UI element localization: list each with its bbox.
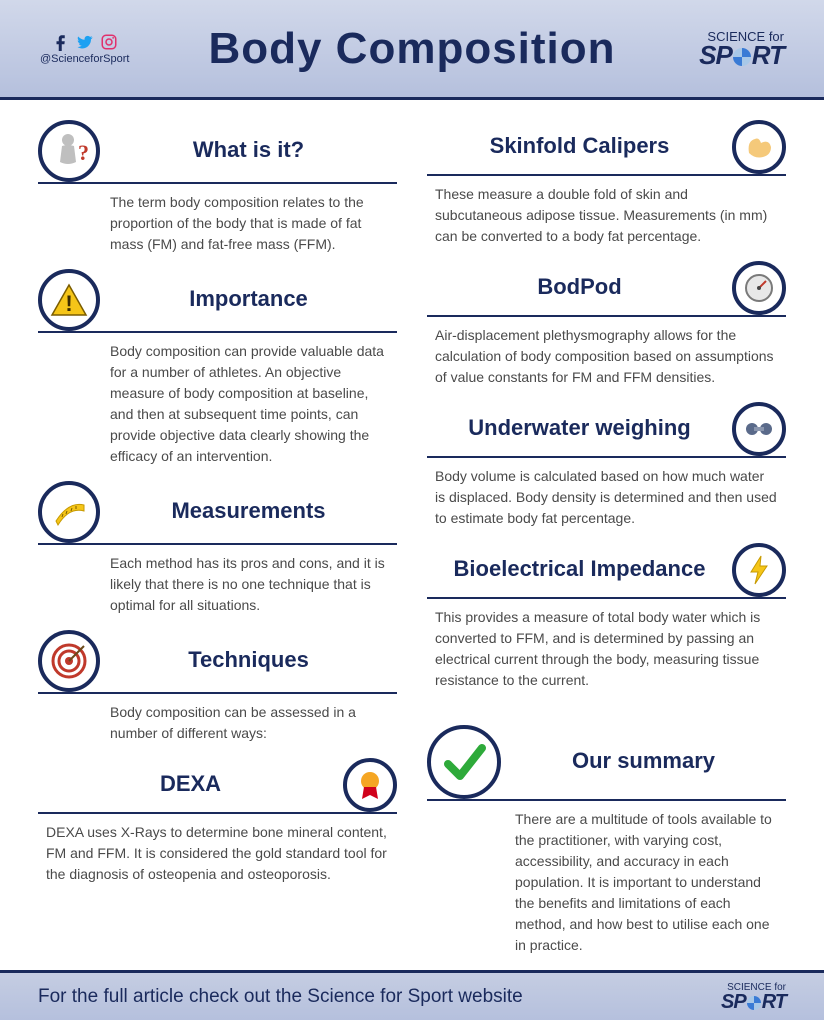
- question-figure-icon: ?: [38, 120, 100, 182]
- section-title: Skinfold Calipers: [427, 133, 732, 159]
- section-bodpod: BodPod Air-displacement plethysmography …: [427, 261, 786, 388]
- dumbbell-icon: [732, 402, 786, 456]
- section-body: Each method has its pros and cons, and i…: [38, 553, 397, 616]
- logo: SCIENCE for SPRT: [699, 29, 784, 67]
- twitter-icon[interactable]: [76, 33, 94, 51]
- section-body: These measure a double fold of skin and …: [427, 184, 786, 247]
- instagram-icon[interactable]: [100, 33, 118, 51]
- lightning-icon: [732, 543, 786, 597]
- footer-logo: SCIENCE for SPRT: [721, 982, 786, 1011]
- section-header: Our summary: [427, 725, 786, 801]
- section-title: Techniques: [100, 647, 397, 673]
- section-body: The term body composition relates to the…: [38, 192, 397, 255]
- social-block: @ScienceforSport: [40, 33, 129, 65]
- header: @ScienceforSport Body Composition SCIENC…: [0, 0, 824, 100]
- page-title: Body Composition: [208, 24, 615, 74]
- section-header: Underwater weighing: [427, 402, 786, 458]
- section-body: There are a multitude of tools available…: [427, 809, 786, 956]
- section-header: Skinfold Calipers: [427, 120, 786, 176]
- logo-line2: SPRT: [699, 44, 784, 67]
- left-column: ? What is it? The term body composition …: [38, 120, 397, 960]
- section-header: DEXA: [38, 758, 397, 814]
- section-title: Bioelectrical Impedance: [427, 556, 732, 582]
- social-icons: [52, 33, 118, 51]
- gauge-icon: [732, 261, 786, 315]
- section-body: Air-displacement plethysmography allows …: [427, 325, 786, 388]
- right-column: Skinfold Calipers These measure a double…: [427, 120, 786, 960]
- section-header: ! Importance: [38, 269, 397, 333]
- section-body: This provides a measure of total body wa…: [427, 607, 786, 691]
- section-title: Measurements: [100, 498, 397, 524]
- section-header: BodPod: [427, 261, 786, 317]
- social-handle: @ScienceforSport: [40, 53, 129, 65]
- section-importance: ! Importance Body composition can provid…: [38, 269, 397, 467]
- svg-text:?: ?: [78, 140, 89, 165]
- section-body: Body composition can be assessed in a nu…: [38, 702, 397, 744]
- section-header: Techniques: [38, 630, 397, 694]
- section-skinfold: Skinfold Calipers These measure a double…: [427, 120, 786, 247]
- section-what-is-it: ? What is it? The term body composition …: [38, 120, 397, 255]
- footer: For the full article check out the Scien…: [0, 970, 824, 1020]
- medal-icon: [343, 758, 397, 812]
- section-body: Body volume is calculated based on how m…: [427, 466, 786, 529]
- svg-text:!: !: [65, 291, 72, 316]
- section-header: ? What is it?: [38, 120, 397, 184]
- section-body: DEXA uses X-Rays to determine bone miner…: [38, 822, 397, 885]
- logo-compass-icon: [747, 996, 761, 1010]
- section-bioimpedance: Bioelectrical Impedance This provides a …: [427, 543, 786, 691]
- logo-compass-icon: [733, 48, 751, 66]
- section-techniques: Techniques Body composition can be asses…: [38, 630, 397, 744]
- warning-triangle-icon: !: [38, 269, 100, 331]
- tape-measure-icon: [38, 481, 100, 543]
- target-icon: [38, 630, 100, 692]
- section-dexa: DEXA DEXA uses X-Rays to determine bone …: [38, 758, 397, 885]
- section-summary: Our summary There are a multitude of too…: [427, 725, 786, 956]
- section-header: Bioelectrical Impedance: [427, 543, 786, 599]
- section-header: Measurements: [38, 481, 397, 545]
- section-underwater: Underwater weighing Body volume is calcu…: [427, 402, 786, 529]
- section-body: Body composition can provide valuable da…: [38, 341, 397, 467]
- section-title: BodPod: [427, 274, 732, 300]
- section-measurements: Measurements Each method has its pros an…: [38, 481, 397, 616]
- section-title: Our summary: [501, 748, 786, 774]
- logo-line2: SPRT: [721, 993, 786, 1011]
- biceps-icon: [732, 120, 786, 174]
- section-title: What is it?: [100, 137, 397, 163]
- section-title: Importance: [100, 286, 397, 312]
- footer-text: For the full article check out the Scien…: [38, 986, 523, 1008]
- section-title: Underwater weighing: [427, 415, 732, 441]
- content: ? What is it? The term body composition …: [0, 100, 824, 970]
- checkmark-icon: [427, 725, 501, 799]
- facebook-icon[interactable]: [52, 33, 70, 51]
- section-title: DEXA: [38, 771, 343, 797]
